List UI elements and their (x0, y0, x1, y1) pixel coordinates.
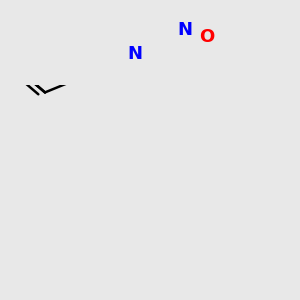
Text: O: O (199, 28, 214, 46)
Text: N: N (177, 21, 192, 39)
Text: N: N (128, 45, 142, 63)
